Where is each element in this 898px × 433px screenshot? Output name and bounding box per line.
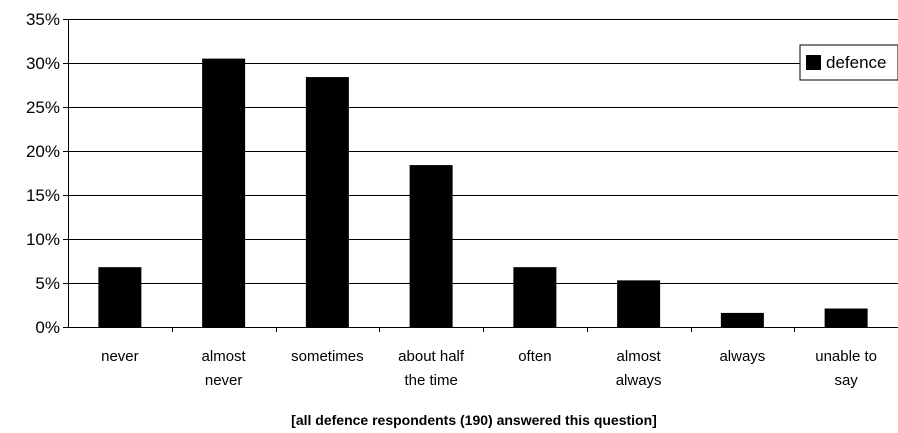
bar xyxy=(202,58,246,327)
y-tick-label: 30% xyxy=(26,54,60,73)
bars xyxy=(98,58,868,327)
x-tick-label: always xyxy=(719,348,765,365)
x-tick-label: sometimes xyxy=(291,348,364,365)
x-tick-label: almost xyxy=(202,348,247,365)
legend-swatch xyxy=(806,55,821,70)
bar xyxy=(824,308,868,327)
bar xyxy=(513,267,557,327)
bar xyxy=(98,267,142,327)
x-tick-label: never xyxy=(205,372,243,389)
y-tick-label: 20% xyxy=(26,142,60,161)
x-tick-label: never xyxy=(101,348,139,365)
x-tick-label: unable to xyxy=(815,348,877,365)
x-tick-label: always xyxy=(616,372,662,389)
bar xyxy=(305,77,349,327)
x-tick-label: say xyxy=(834,372,858,389)
x-tick-label: about half xyxy=(398,348,465,365)
y-tick-label: 10% xyxy=(26,230,60,249)
x-tick-labels: never almost never sometimes about half the t… xyxy=(101,348,877,389)
legend: defence xyxy=(799,44,898,81)
y-tick-label: 35% xyxy=(26,10,60,29)
x-tick-label: almost xyxy=(617,348,662,365)
bar xyxy=(409,165,453,327)
y-tick-label: 25% xyxy=(26,98,60,117)
legend-label: defence xyxy=(826,53,887,72)
axes xyxy=(63,19,898,332)
y-tick-label: 15% xyxy=(26,186,60,205)
x-tick-label: often xyxy=(518,348,551,365)
chart-caption: [all defence respondents (190) answered … xyxy=(291,412,657,428)
y-tick-label: 0% xyxy=(35,318,60,337)
gridlines xyxy=(68,19,898,284)
bar xyxy=(720,312,764,327)
y-tick-labels: 0% 5% 10% 15% 20% 25% 30% 35% xyxy=(26,10,60,337)
x-tick-label: the time xyxy=(404,372,457,389)
y-tick-label: 5% xyxy=(35,274,60,293)
bar xyxy=(617,280,661,327)
